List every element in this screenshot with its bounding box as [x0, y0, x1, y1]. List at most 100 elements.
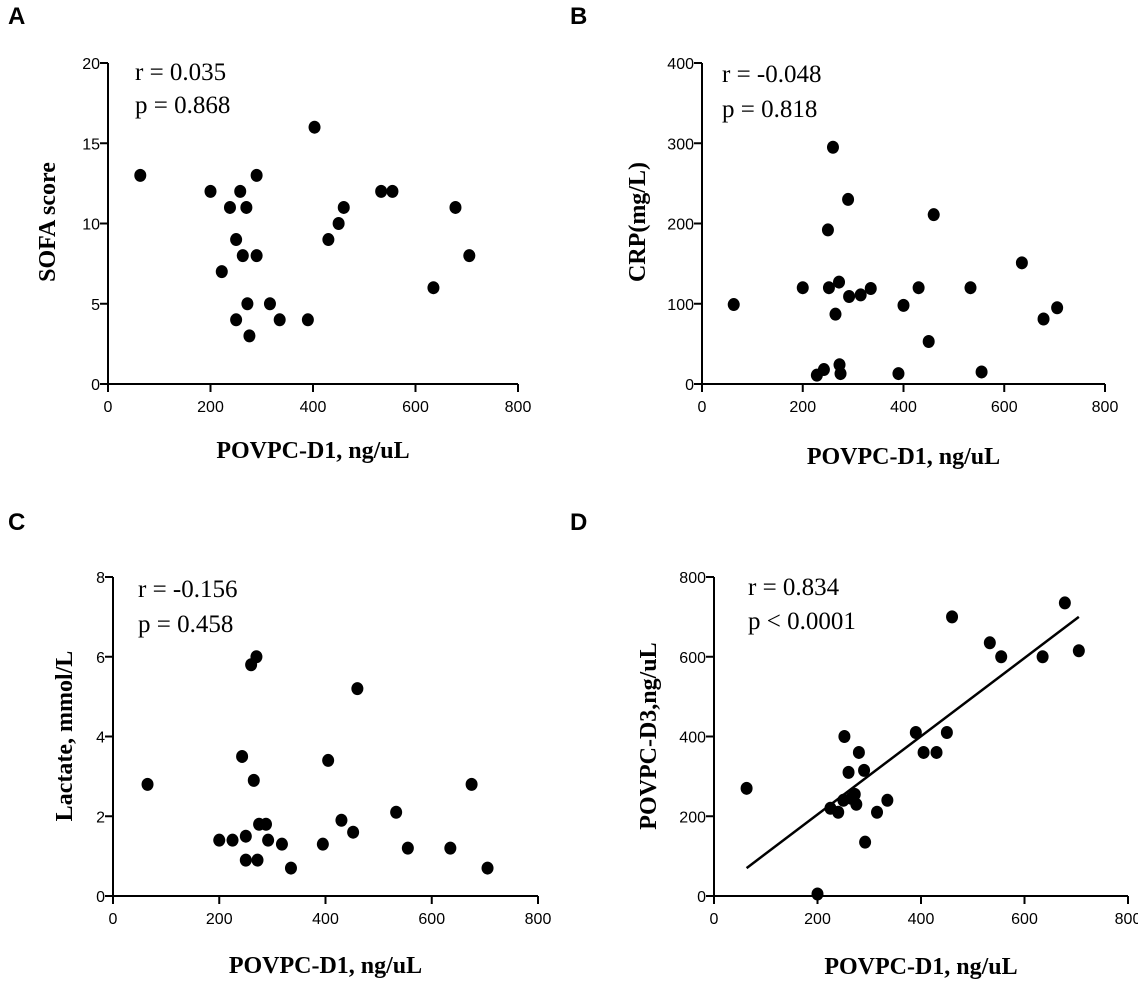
correlation-r: r = -0.156 — [138, 576, 238, 603]
data-point — [1036, 650, 1049, 664]
data-point — [351, 682, 364, 696]
y-axis-title: POVPC-D3,ng/uL — [636, 642, 662, 829]
x-tick-label: 600 — [418, 911, 445, 928]
y-tick-label: 800 — [679, 570, 706, 587]
data-point — [463, 249, 476, 263]
data-point — [864, 282, 877, 296]
y-tick-label: 15 — [82, 136, 100, 153]
data-point — [922, 334, 935, 348]
x-tick-label: 600 — [1011, 911, 1038, 928]
data-point — [332, 217, 345, 230]
data-point — [892, 367, 905, 381]
panel-letter: B — [570, 3, 587, 30]
regression-line — [745, 615, 1080, 870]
y-tick-label: 2 — [96, 809, 105, 826]
data-point — [213, 833, 226, 847]
data-point — [444, 841, 457, 855]
data-point — [727, 298, 740, 312]
y-tick-label: 6 — [96, 650, 105, 667]
y-tick-label: 300 — [667, 136, 694, 153]
panel-letter: C — [8, 509, 25, 536]
y-tick-label: 400 — [679, 730, 706, 747]
x-axis-title: POVPC-D1, ng/uL — [824, 954, 1017, 980]
data-point — [449, 200, 462, 214]
data-point — [859, 835, 872, 849]
x-tick-label: 200 — [197, 399, 224, 416]
y-tick-label: 0 — [91, 377, 100, 394]
y-axis-title: Lactate, mmol/L — [52, 651, 78, 822]
data-point — [401, 841, 414, 855]
data-point — [239, 853, 252, 867]
data-point — [465, 777, 478, 791]
data-point — [250, 249, 263, 263]
y-tick-label: 200 — [667, 217, 694, 234]
x-tick-label: 0 — [104, 399, 113, 416]
data-point — [243, 329, 256, 343]
correlation-r: r = -0.048 — [722, 61, 822, 88]
data-point — [386, 184, 399, 198]
data-point — [234, 184, 247, 198]
data-point — [375, 184, 388, 198]
x-tick-label: 800 — [1092, 399, 1119, 416]
data-point — [909, 726, 922, 740]
data-point — [240, 200, 253, 214]
data-point — [912, 281, 925, 295]
data-point — [1037, 312, 1050, 326]
data-point — [822, 281, 835, 295]
data-point — [322, 233, 335, 247]
data-point — [842, 765, 855, 779]
data-point — [811, 887, 824, 901]
data-point — [141, 777, 154, 791]
data-point — [322, 753, 335, 767]
x-tick-label: 800 — [1115, 911, 1138, 928]
data-point — [1058, 596, 1071, 610]
y-tick-label: 200 — [679, 809, 706, 826]
data-point — [848, 787, 861, 801]
data-point — [236, 249, 249, 263]
data-point — [854, 288, 867, 302]
y-tick-label: 400 — [667, 56, 694, 73]
data-point — [250, 168, 263, 182]
data-point — [917, 745, 930, 759]
y-tick-label: 10 — [82, 217, 100, 234]
data-point — [239, 829, 252, 843]
y-tick-label: 0 — [685, 377, 694, 394]
data-point — [1015, 256, 1028, 270]
data-point — [843, 290, 856, 304]
panel-letter: A — [8, 3, 25, 30]
data-point — [347, 825, 360, 839]
correlation-p: p = 0.818 — [722, 96, 817, 123]
data-point — [897, 298, 910, 312]
data-point — [337, 200, 350, 214]
x-axis-title: POVPC-D1, ng/uL — [229, 953, 422, 979]
x-tick-label: 400 — [890, 399, 917, 416]
y-axis-title: SOFA score — [35, 162, 61, 282]
data-point — [250, 650, 263, 664]
x-tick-label: 400 — [312, 911, 339, 928]
data-point — [262, 833, 275, 847]
x-tick-label: 400 — [908, 911, 935, 928]
data-point — [964, 281, 977, 295]
y-axis-title: CRP(mg/L) — [625, 162, 651, 282]
data-point — [223, 200, 236, 214]
data-point — [226, 833, 239, 847]
x-tick-label: 0 — [698, 399, 707, 416]
panel-a: A 0 200 400 600 800 0 5 10 15 20 POVPC-D1, ng/uL SOF… — [8, 3, 531, 464]
data-point — [230, 233, 243, 247]
data-point — [284, 861, 297, 875]
data-point — [940, 726, 953, 740]
data-point — [134, 168, 147, 182]
data-point — [983, 636, 996, 650]
data-point — [316, 837, 329, 851]
x-tick-label: 200 — [206, 911, 233, 928]
x-tick-label: 600 — [402, 399, 429, 416]
data-point — [832, 805, 845, 819]
x-tick-label: 600 — [991, 399, 1018, 416]
y-tick-label: 600 — [679, 650, 706, 667]
y-tick-label: 5 — [91, 297, 100, 314]
data-point — [826, 140, 839, 154]
panel-letter: D — [570, 509, 587, 536]
data-point — [842, 192, 855, 206]
data-point — [796, 281, 809, 295]
